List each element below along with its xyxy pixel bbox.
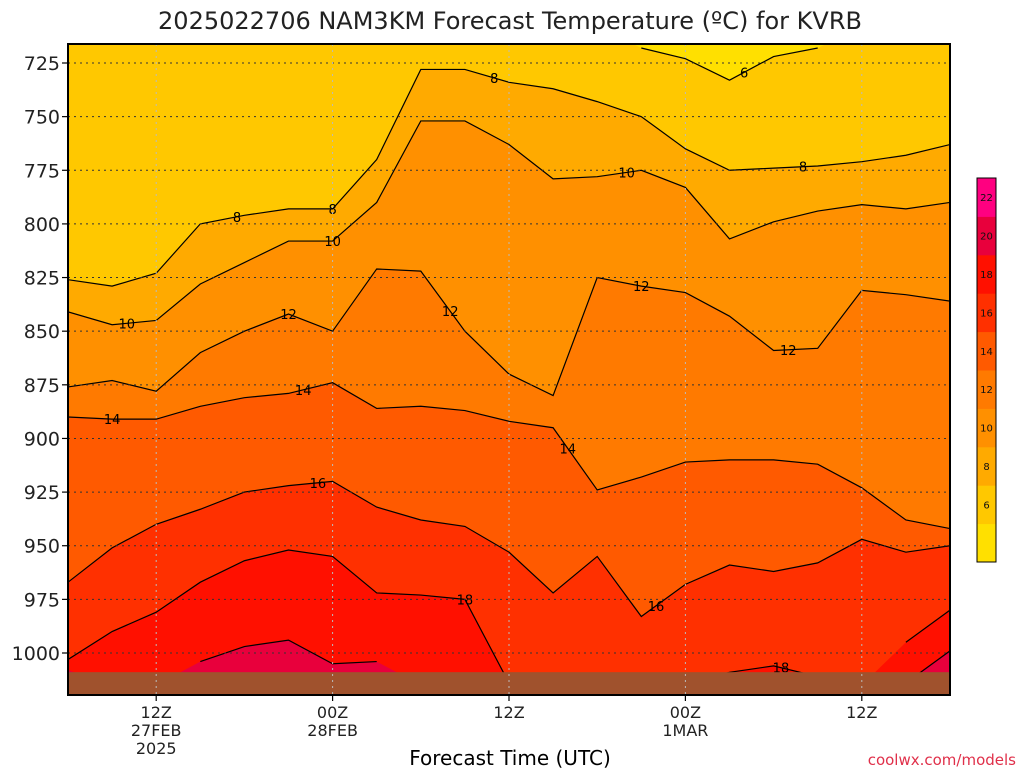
colorbar-swatch bbox=[977, 331, 996, 371]
colorbar-swatch bbox=[977, 178, 996, 217]
contour-label-12: 12 bbox=[442, 305, 459, 320]
colorbar-label: 6 bbox=[983, 500, 989, 511]
colorbar-label: 8 bbox=[983, 462, 989, 473]
x-tick-label: 00Z bbox=[317, 703, 348, 722]
x-tick-label: 28FEB bbox=[307, 721, 358, 740]
y-tick-label: 850 bbox=[24, 321, 60, 343]
y-tick-label: 875 bbox=[24, 375, 60, 397]
credit-link[interactable]: coolwx.com/models bbox=[868, 751, 1016, 768]
contour-label-14: 14 bbox=[560, 442, 577, 457]
y-tick-label: 925 bbox=[24, 482, 60, 504]
colorbar-label: 20 bbox=[980, 232, 993, 243]
colorbar-label: 18 bbox=[980, 270, 993, 281]
grid-lines bbox=[68, 44, 950, 695]
isotherm-8 bbox=[68, 68, 950, 287]
y-tick-label: 775 bbox=[24, 160, 60, 182]
x-tick-label: 12Z bbox=[846, 703, 877, 722]
y-tick-label: 900 bbox=[24, 428, 60, 450]
contour-label-12: 12 bbox=[633, 280, 650, 295]
temperature-fill-layer bbox=[68, 44, 950, 695]
contour-label-6: 6 bbox=[740, 66, 748, 81]
isotherm-14 bbox=[68, 382, 950, 530]
y-tick-label: 950 bbox=[24, 536, 60, 558]
colorbar-label: 14 bbox=[980, 347, 993, 358]
contour-label-8: 8 bbox=[799, 161, 807, 176]
contour-label-8: 8 bbox=[328, 203, 336, 218]
contour-label-8: 8 bbox=[490, 72, 498, 87]
x-tick-label: 27FEB bbox=[131, 721, 182, 740]
colorbar-swatch bbox=[977, 523, 996, 563]
x-tick-label: 1MAR bbox=[662, 721, 708, 740]
isotherm-20 bbox=[200, 639, 377, 665]
contour-label-16: 16 bbox=[648, 600, 665, 615]
contour-label-14: 14 bbox=[295, 384, 312, 399]
x-tick-label: 2025 bbox=[136, 739, 177, 758]
contour-label-8: 8 bbox=[233, 211, 241, 226]
y-tick-label: 1000 bbox=[12, 643, 60, 665]
x-tick-label: 12Z bbox=[493, 703, 524, 722]
y-tick-label: 800 bbox=[24, 214, 60, 236]
isotherm-16 bbox=[68, 480, 950, 618]
contour-label-10: 10 bbox=[119, 317, 136, 332]
chart-title: 2025022706 NAM3KM Forecast Temperature (… bbox=[158, 7, 862, 35]
contour-label-16: 16 bbox=[310, 477, 327, 492]
colorbar-swatch bbox=[977, 485, 996, 525]
colorbar-legend: 6 8 10 12 14 16 18 20 22 bbox=[976, 177, 997, 563]
colorbar-label: 16 bbox=[980, 308, 993, 319]
ground-surface bbox=[69, 672, 949, 694]
colorbar-swatch bbox=[977, 446, 996, 486]
y-axis: 725 750 775 800 825 850 875 900 925 950 975 1000 bbox=[12, 53, 68, 665]
y-tick-label: 825 bbox=[24, 268, 60, 290]
band-below-6 bbox=[632, 44, 827, 81]
isotherm-10 bbox=[68, 120, 950, 326]
colorbar-swatch bbox=[977, 370, 996, 409]
colorbar-swatch bbox=[977, 408, 996, 448]
contour-label-18: 18 bbox=[457, 593, 474, 608]
y-tick-label: 975 bbox=[24, 589, 60, 611]
contour-label-12: 12 bbox=[780, 344, 797, 359]
colorbar-swatch bbox=[977, 216, 996, 256]
isotherm-18 bbox=[905, 609, 950, 643]
colorbar-frame bbox=[976, 177, 997, 563]
isotherm-6 bbox=[641, 47, 818, 81]
contour-label-10: 10 bbox=[618, 166, 635, 181]
colorbar-swatch bbox=[977, 254, 996, 294]
colorbar-label: 22 bbox=[980, 193, 993, 204]
colorbar-label: 12 bbox=[980, 385, 993, 396]
x-tick-label: 12Z bbox=[141, 703, 172, 722]
colorbar-swatch bbox=[977, 293, 996, 333]
y-tick-label: 750 bbox=[24, 107, 60, 129]
contour-label-12: 12 bbox=[280, 308, 297, 323]
contour-label-14: 14 bbox=[104, 413, 121, 428]
x-axis-label: Forecast Time (UTC) bbox=[409, 746, 611, 768]
y-tick-label: 725 bbox=[24, 53, 60, 75]
x-tick-label: 00Z bbox=[670, 703, 701, 722]
colorbar-label: 10 bbox=[980, 424, 993, 435]
